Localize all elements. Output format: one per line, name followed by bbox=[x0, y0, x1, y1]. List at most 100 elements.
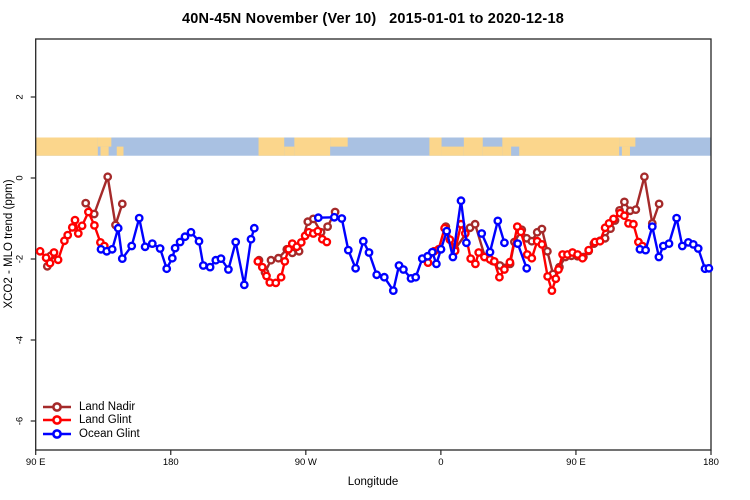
data-point bbox=[271, 278, 281, 288]
data-point bbox=[411, 272, 421, 282]
data-point bbox=[664, 239, 674, 249]
data-point bbox=[448, 252, 458, 262]
x-tick-label: 90 E bbox=[566, 457, 586, 468]
data-point bbox=[537, 239, 547, 249]
data-point bbox=[90, 220, 99, 230]
map-land-segment bbox=[441, 146, 464, 156]
data-point bbox=[493, 216, 503, 226]
data-point bbox=[470, 259, 480, 269]
y-axis-title: XCO2 - MLO trend (ppm) bbox=[3, 179, 15, 309]
map-land-segment bbox=[258, 137, 285, 156]
data-point bbox=[427, 247, 437, 257]
data-point bbox=[442, 226, 452, 236]
data-point bbox=[323, 222, 332, 232]
data-point bbox=[522, 263, 532, 273]
data-point bbox=[516, 227, 526, 237]
legend-item-land-nadir: Land Nadir bbox=[42, 400, 140, 414]
data-point bbox=[343, 245, 353, 255]
data-point bbox=[677, 241, 687, 251]
data-point bbox=[198, 261, 208, 270]
data-point bbox=[147, 239, 157, 249]
map-land-segment bbox=[621, 146, 630, 156]
data-point bbox=[284, 244, 293, 254]
data-point bbox=[246, 234, 256, 244]
map-land-segment bbox=[482, 146, 503, 156]
data-point bbox=[431, 259, 441, 269]
data-point bbox=[77, 221, 87, 231]
map-land-segment bbox=[284, 146, 295, 156]
data-point bbox=[364, 248, 374, 257]
x-tick-label: 0 bbox=[438, 457, 444, 468]
legend-item-land-glint: Land Glint bbox=[42, 414, 140, 428]
data-point bbox=[379, 272, 389, 282]
legend: Land Nadir Land Glint Ocean Glint bbox=[42, 400, 140, 441]
map-land-segment bbox=[463, 137, 483, 156]
data-point bbox=[70, 215, 80, 225]
map-land-segment bbox=[35, 137, 98, 156]
y-tick-label: -4 bbox=[14, 335, 26, 345]
data-point bbox=[647, 222, 657, 232]
y-tick-label: -2 bbox=[14, 254, 26, 264]
data-point bbox=[322, 237, 332, 247]
data-point bbox=[337, 214, 347, 223]
data-point bbox=[578, 253, 587, 263]
map-land-segment bbox=[330, 137, 348, 147]
data-point bbox=[134, 213, 144, 223]
data-point bbox=[609, 214, 618, 224]
legend-label: Land Glint bbox=[79, 414, 132, 427]
data-point bbox=[485, 247, 495, 257]
data-point bbox=[84, 207, 93, 217]
data-point bbox=[640, 172, 649, 182]
data-point bbox=[494, 272, 504, 282]
y-tick-label: 2 bbox=[14, 94, 26, 100]
data-point bbox=[551, 274, 561, 284]
data-point bbox=[527, 253, 537, 263]
data-point bbox=[513, 239, 523, 249]
data-point bbox=[693, 244, 703, 253]
data-point bbox=[117, 199, 127, 209]
series-line bbox=[480, 219, 506, 254]
data-point bbox=[477, 229, 487, 238]
data-point bbox=[155, 244, 165, 253]
x-tick-label: 90 W bbox=[294, 457, 317, 468]
data-point bbox=[537, 224, 547, 234]
data-point bbox=[107, 244, 117, 254]
data-point bbox=[117, 254, 127, 264]
y-tick-label: -6 bbox=[14, 416, 26, 426]
data-point bbox=[81, 198, 91, 208]
data-point bbox=[103, 172, 113, 182]
legend-swatch-icon bbox=[43, 429, 71, 439]
map-land-segment bbox=[100, 146, 109, 156]
x-tick-label: 180 bbox=[703, 457, 719, 468]
data-point bbox=[231, 237, 241, 247]
data-point bbox=[313, 213, 323, 223]
data-point bbox=[273, 253, 283, 263]
data-point bbox=[280, 256, 290, 266]
data-point bbox=[262, 271, 271, 281]
map-land-segment bbox=[97, 137, 112, 147]
legend-swatch-icon bbox=[43, 401, 71, 412]
data-point bbox=[180, 232, 190, 242]
series-line bbox=[317, 199, 468, 292]
data-point bbox=[351, 263, 360, 273]
legend-label: Land Nadir bbox=[79, 400, 136, 413]
data-point bbox=[641, 245, 650, 255]
data-point bbox=[456, 196, 466, 206]
map-land-segment bbox=[429, 137, 442, 156]
legend-swatch-icon bbox=[43, 415, 71, 426]
data-point bbox=[266, 255, 276, 265]
data-point bbox=[631, 205, 641, 215]
data-point bbox=[162, 264, 172, 274]
data-point bbox=[388, 286, 398, 295]
data-point bbox=[45, 258, 55, 268]
data-point bbox=[554, 265, 563, 274]
data-point bbox=[170, 243, 180, 253]
data-point bbox=[584, 245, 594, 255]
data-point bbox=[239, 280, 249, 290]
data-point bbox=[436, 244, 446, 254]
data-point bbox=[67, 222, 77, 232]
data-point bbox=[672, 213, 681, 223]
data-point bbox=[595, 236, 605, 246]
